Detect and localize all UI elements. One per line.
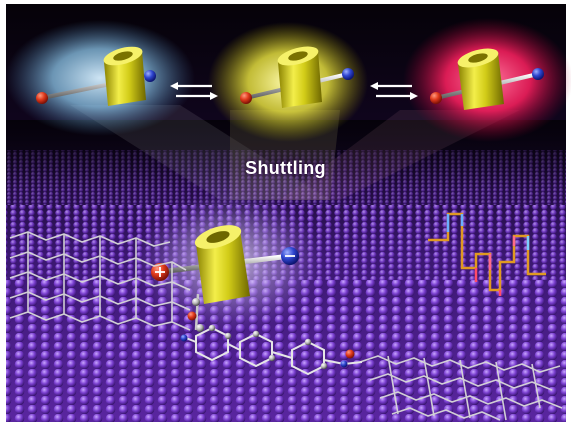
glow-state-1 (5, 20, 195, 136)
minus-icon (144, 70, 156, 82)
equilibrium-arrows-icon (370, 82, 418, 100)
equilibrium-arrows-icon (170, 82, 218, 100)
rotaxane-state-1 (36, 46, 156, 106)
junction-atoms (180, 324, 355, 370)
minus-icon (532, 68, 544, 80)
plus-icon (36, 92, 48, 104)
minus-icon (342, 68, 354, 80)
plus-icon (240, 92, 252, 104)
rotaxane-on-surface (151, 225, 299, 332)
signal-trace (428, 212, 546, 296)
rotaxane-state-2 (240, 46, 354, 108)
plus-icon (430, 92, 442, 104)
rotaxane-state-3 (430, 48, 544, 110)
graphene-right (359, 355, 563, 421)
graphene-left (9, 231, 191, 331)
